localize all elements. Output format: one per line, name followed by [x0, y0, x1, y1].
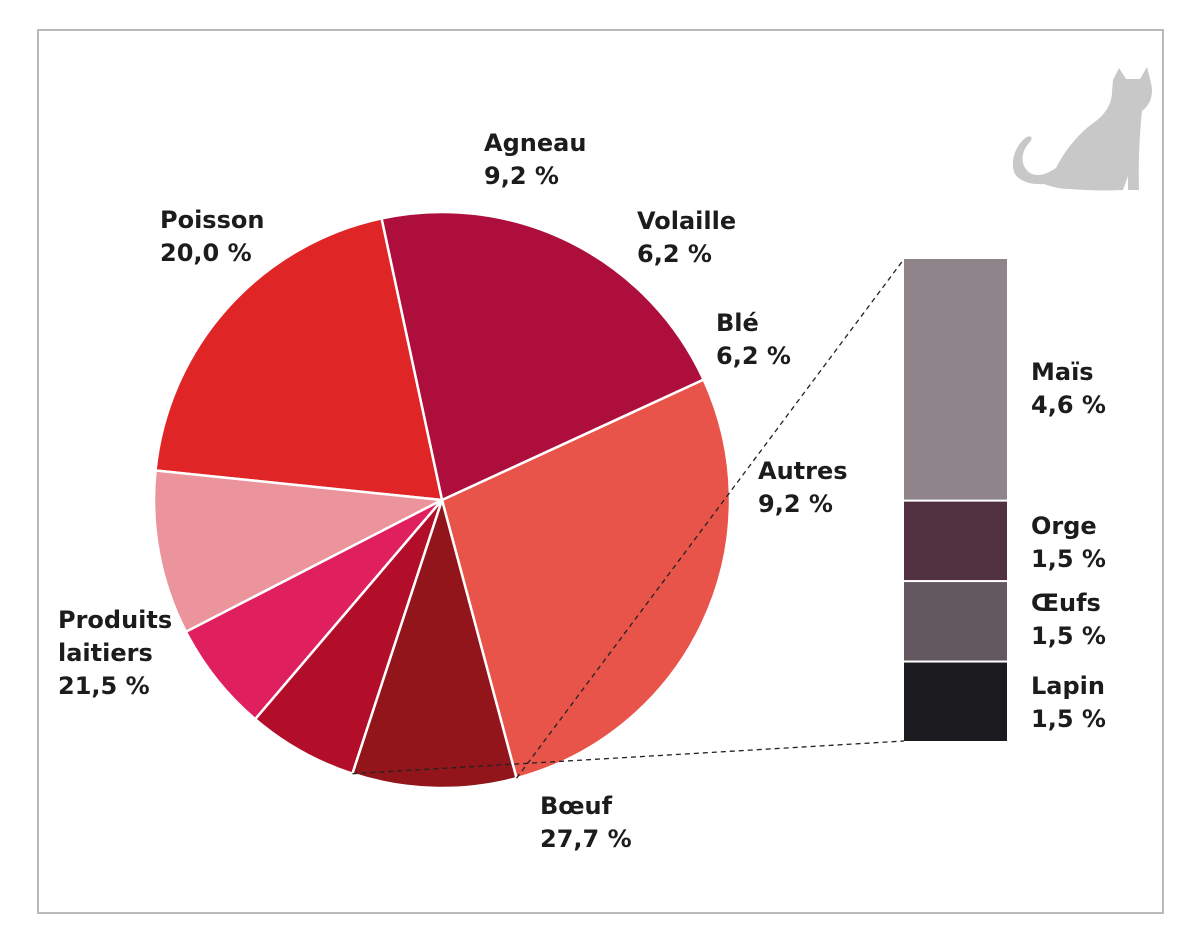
slice-label-boeuf: Bœuf 27,7 %: [540, 790, 632, 856]
bar-segment-orge: [904, 501, 1007, 581]
segment-label-orge-value: 1,5 %: [1031, 545, 1106, 573]
pie-slice-boeuf: [440, 378, 732, 780]
cat-icon: [1012, 67, 1152, 191]
bar-segment-oeufs: [904, 582, 1007, 661]
slice-label-produits-laitiers-value: 21,5 %: [58, 672, 150, 700]
pie-slice-agneau: [152, 469, 444, 634]
segment-label-mais: Maïs 4,6 %: [1031, 356, 1106, 422]
connector-line-bottom: [352, 740, 905, 775]
slice-label-boeuf-name: Bœuf: [540, 792, 613, 820]
slice-label-volaille-value: 6,2 %: [637, 240, 712, 268]
segment-label-orge-name: Orge: [1031, 512, 1097, 540]
segment-label-oeufs-name: Œufs: [1031, 589, 1101, 617]
slice-label-volaille-name: Volaille: [637, 207, 737, 235]
slice-label-agneau: Agneau 9,2 %: [484, 127, 586, 193]
slice-label-produits-laitiers-line1: Produits: [58, 606, 173, 634]
segment-label-oeufs-value: 1,5 %: [1031, 622, 1106, 650]
slice-label-autres-name: Autres: [758, 457, 848, 485]
segment-label-lapin-value: 1,5 %: [1031, 705, 1106, 733]
bar-segment-lapin: [904, 662, 1007, 741]
slice-label-agneau-value: 9,2 %: [484, 162, 559, 190]
slice-label-produits-laitiers: Produits laitiers 21,5 %: [58, 604, 172, 703]
slice-label-ble-value: 6,2 %: [716, 342, 791, 370]
pie-chart: [152, 210, 732, 790]
segment-label-orge: Orge 1,5 %: [1031, 510, 1106, 576]
slice-label-agneau-name: Agneau: [484, 129, 587, 157]
slice-label-poisson: Poisson 20,0 %: [160, 204, 264, 270]
segment-label-mais-value: 4,6 %: [1031, 391, 1106, 419]
breakdown-connectors: [352, 258, 905, 779]
slice-label-volaille: Volaille 6,2 %: [637, 205, 736, 271]
slice-label-poisson-value: 20,0 %: [160, 239, 252, 267]
slice-label-ble: Blé 6,2 %: [716, 307, 791, 373]
bar-segment-mais: [904, 259, 1007, 500]
pie-slice-autres: [351, 498, 518, 790]
breakdown-bar: [904, 259, 1007, 741]
segment-label-oeufs: Œufs 1,5 %: [1031, 587, 1106, 653]
slice-label-autres-value: 9,2 %: [758, 490, 833, 518]
segment-label-mais-name: Maïs: [1031, 358, 1094, 386]
slice-label-autres: Autres 9,2 %: [758, 455, 848, 521]
slice-label-ble-name: Blé: [716, 309, 759, 337]
slice-label-poisson-name: Poisson: [160, 206, 265, 234]
segment-label-lapin: Lapin 1,5 %: [1031, 670, 1106, 736]
pie-slice-poisson: [154, 217, 444, 502]
slice-label-produits-laitiers-line2: laitiers: [58, 639, 153, 667]
slice-label-boeuf-value: 27,7 %: [540, 825, 632, 853]
segment-label-lapin-name: Lapin: [1031, 672, 1105, 700]
pie-slice-produits-laitiers: [380, 210, 705, 502]
